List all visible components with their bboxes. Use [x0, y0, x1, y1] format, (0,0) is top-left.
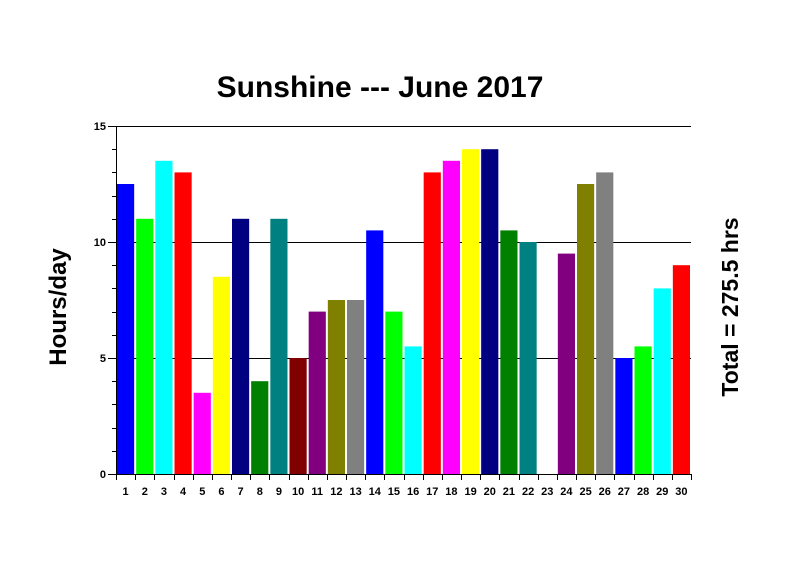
bar-day-12 [327, 300, 345, 474]
x-tick-label-25: 25 [579, 486, 591, 498]
x-tick-label-9: 9 [276, 486, 282, 498]
bar-day-10 [289, 358, 307, 474]
x-tick-label-20: 20 [484, 486, 496, 498]
bar-day-15 [385, 311, 403, 474]
bar-day-26 [596, 172, 614, 474]
bar-day-4 [174, 172, 192, 474]
bar-day-21 [500, 230, 518, 474]
x-tick-label-28: 28 [637, 486, 649, 498]
bar-day-24 [557, 253, 575, 474]
x-tick-label-3: 3 [161, 486, 167, 498]
chart-title: Sunshine --- June 2017 [217, 71, 544, 104]
x-tick-label-17: 17 [426, 486, 438, 498]
x-tick-label-16: 16 [407, 486, 419, 498]
x-tick-label-6: 6 [218, 486, 224, 498]
x-tick-label-8: 8 [257, 486, 263, 498]
x-tick-label-21: 21 [503, 486, 515, 498]
y-tick-labels: 0 5 10 15 [94, 121, 106, 481]
x-tick-label-5: 5 [199, 486, 205, 498]
bar-day-1 [117, 184, 135, 474]
bar-day-2 [136, 218, 154, 474]
bar-day-20 [481, 149, 499, 474]
x-tick-label-27: 27 [618, 486, 630, 498]
y-tick-label-10: 10 [94, 237, 106, 249]
bar-day-6 [212, 276, 230, 474]
bar-day-16 [404, 346, 422, 474]
bar-day-3 [155, 160, 173, 475]
bar-day-5 [193, 392, 211, 474]
bar-day-13 [347, 300, 365, 474]
x-tick-label-24: 24 [560, 486, 573, 498]
bar-day-9 [270, 218, 288, 474]
x-tick-label-10: 10 [292, 486, 304, 498]
bar-day-14 [366, 230, 384, 474]
y-axis-label: Hours/day [45, 248, 72, 366]
x-tick-labels: 1 2 3 4 5 6 7 8 9 10 11 12 13 14 15 16 17 18 19 20 21 22 23 24 2… [123, 486, 688, 498]
x-tick-label-22: 22 [522, 486, 534, 498]
x-tick-label-30: 30 [675, 486, 687, 498]
x-tick-label-13: 13 [349, 486, 361, 498]
axes [108, 126, 692, 480]
bar-day-7 [232, 218, 250, 474]
x-tick-label-2: 2 [142, 486, 148, 498]
bar-day-29 [653, 288, 671, 474]
bar-day-22 [519, 242, 537, 474]
total-annotation: Total = 275.5 hrs [717, 217, 743, 396]
bar-day-19 [462, 149, 480, 474]
x-tick-label-19: 19 [464, 486, 476, 498]
bar-day-25 [577, 184, 595, 474]
x-tick-label-26: 26 [599, 486, 611, 498]
x-tick-label-11: 11 [311, 486, 323, 498]
bar-day-18 [442, 160, 460, 475]
bar-day-8 [251, 381, 269, 474]
x-tick-label-7: 7 [238, 486, 244, 498]
y-tick-label-15: 15 [94, 121, 106, 133]
y-tick-label-0: 0 [100, 469, 106, 481]
bar-day-28 [634, 346, 652, 474]
x-tick-label-29: 29 [656, 486, 668, 498]
bar-day-11 [308, 311, 326, 474]
y-tick-label-5: 5 [100, 353, 106, 365]
bar-day-27 [615, 358, 633, 474]
x-tick-label-4: 4 [180, 486, 187, 498]
x-tick-label-14: 14 [369, 486, 382, 498]
x-tick-label-23: 23 [541, 486, 553, 498]
bars [117, 149, 690, 475]
x-tick-label-15: 15 [388, 486, 400, 498]
x-tick-label-1: 1 [123, 486, 129, 498]
x-tick-label-12: 12 [330, 486, 342, 498]
bar-day-30 [672, 265, 690, 474]
bar-day-17 [423, 172, 441, 474]
x-tick-label-18: 18 [445, 486, 457, 498]
gridlines [116, 126, 691, 359]
